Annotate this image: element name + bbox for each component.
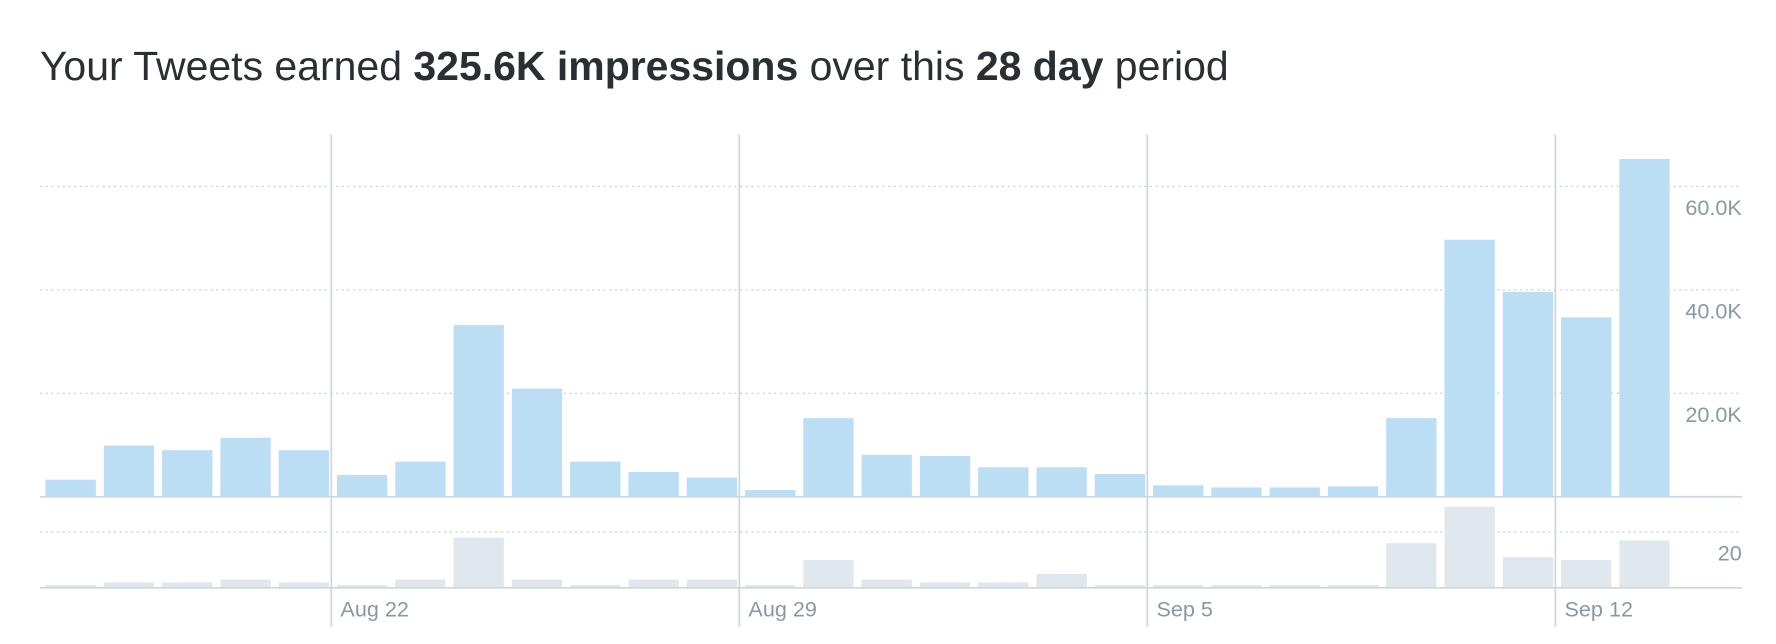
bar [220,437,271,497]
bar [1153,485,1204,497]
bar [686,579,738,588]
bar [628,579,679,588]
bar [570,585,621,588]
bar [395,579,446,588]
title-part: period [1103,43,1228,89]
bar [278,450,330,497]
bar [45,585,96,588]
bar [861,454,912,497]
bar [45,479,96,497]
x-tick-label: Sep 12 [1564,596,1633,621]
bar [1036,467,1087,497]
bar [1269,585,1320,588]
bar [1036,573,1087,588]
bar [1561,559,1612,588]
bar [1561,317,1612,497]
bar [162,582,213,588]
bar [1211,487,1262,497]
bar [1327,585,1379,588]
bar [745,585,796,588]
bar [220,579,271,588]
bar [1444,239,1495,497]
bar [686,477,738,497]
title-part: Your Tweets earned [40,43,414,89]
bar [1619,540,1670,588]
bar [861,579,912,588]
bar [1386,418,1437,497]
bar [103,445,155,497]
bar [336,585,388,588]
title-impressions: 325.6K impressions [413,43,798,89]
bar [919,455,971,497]
bar [1094,473,1146,497]
bar [103,582,155,588]
bar [978,582,1029,588]
bar [803,418,854,497]
bar [1386,543,1437,588]
y-tick-label: 60.0K [1685,195,1742,220]
bar [1269,487,1320,497]
y-tick-label: 40.0K [1685,298,1742,323]
y-tick-label: 20 [1718,540,1742,565]
bar [1211,585,1262,588]
x-tick-label: Aug 22 [340,596,409,621]
y-tick-label: 20.0K [1685,402,1742,427]
bar [978,467,1029,497]
bar [745,490,796,497]
bar [511,579,563,588]
bar [1619,159,1670,497]
bar [1327,486,1379,497]
bar [1153,585,1204,588]
bar [278,582,330,588]
bar [511,388,563,497]
title-days: 28 day [976,43,1104,89]
bar [1444,506,1495,588]
bar [1094,585,1146,588]
summary-title: Your Tweets earned 325.6K impressions ov… [40,43,1229,89]
bar [336,475,388,497]
x-tick-label: Aug 29 [748,596,817,621]
bar [628,471,679,497]
x-tick-label: Sep 5 [1156,596,1213,621]
bar [1502,291,1554,497]
title-part: over this [798,43,976,89]
bar [162,450,213,497]
bar [570,461,621,497]
bar [453,537,504,588]
bar [803,559,854,588]
bar [1502,557,1554,588]
bar [395,461,446,497]
bar [453,325,504,497]
bar [919,582,971,588]
